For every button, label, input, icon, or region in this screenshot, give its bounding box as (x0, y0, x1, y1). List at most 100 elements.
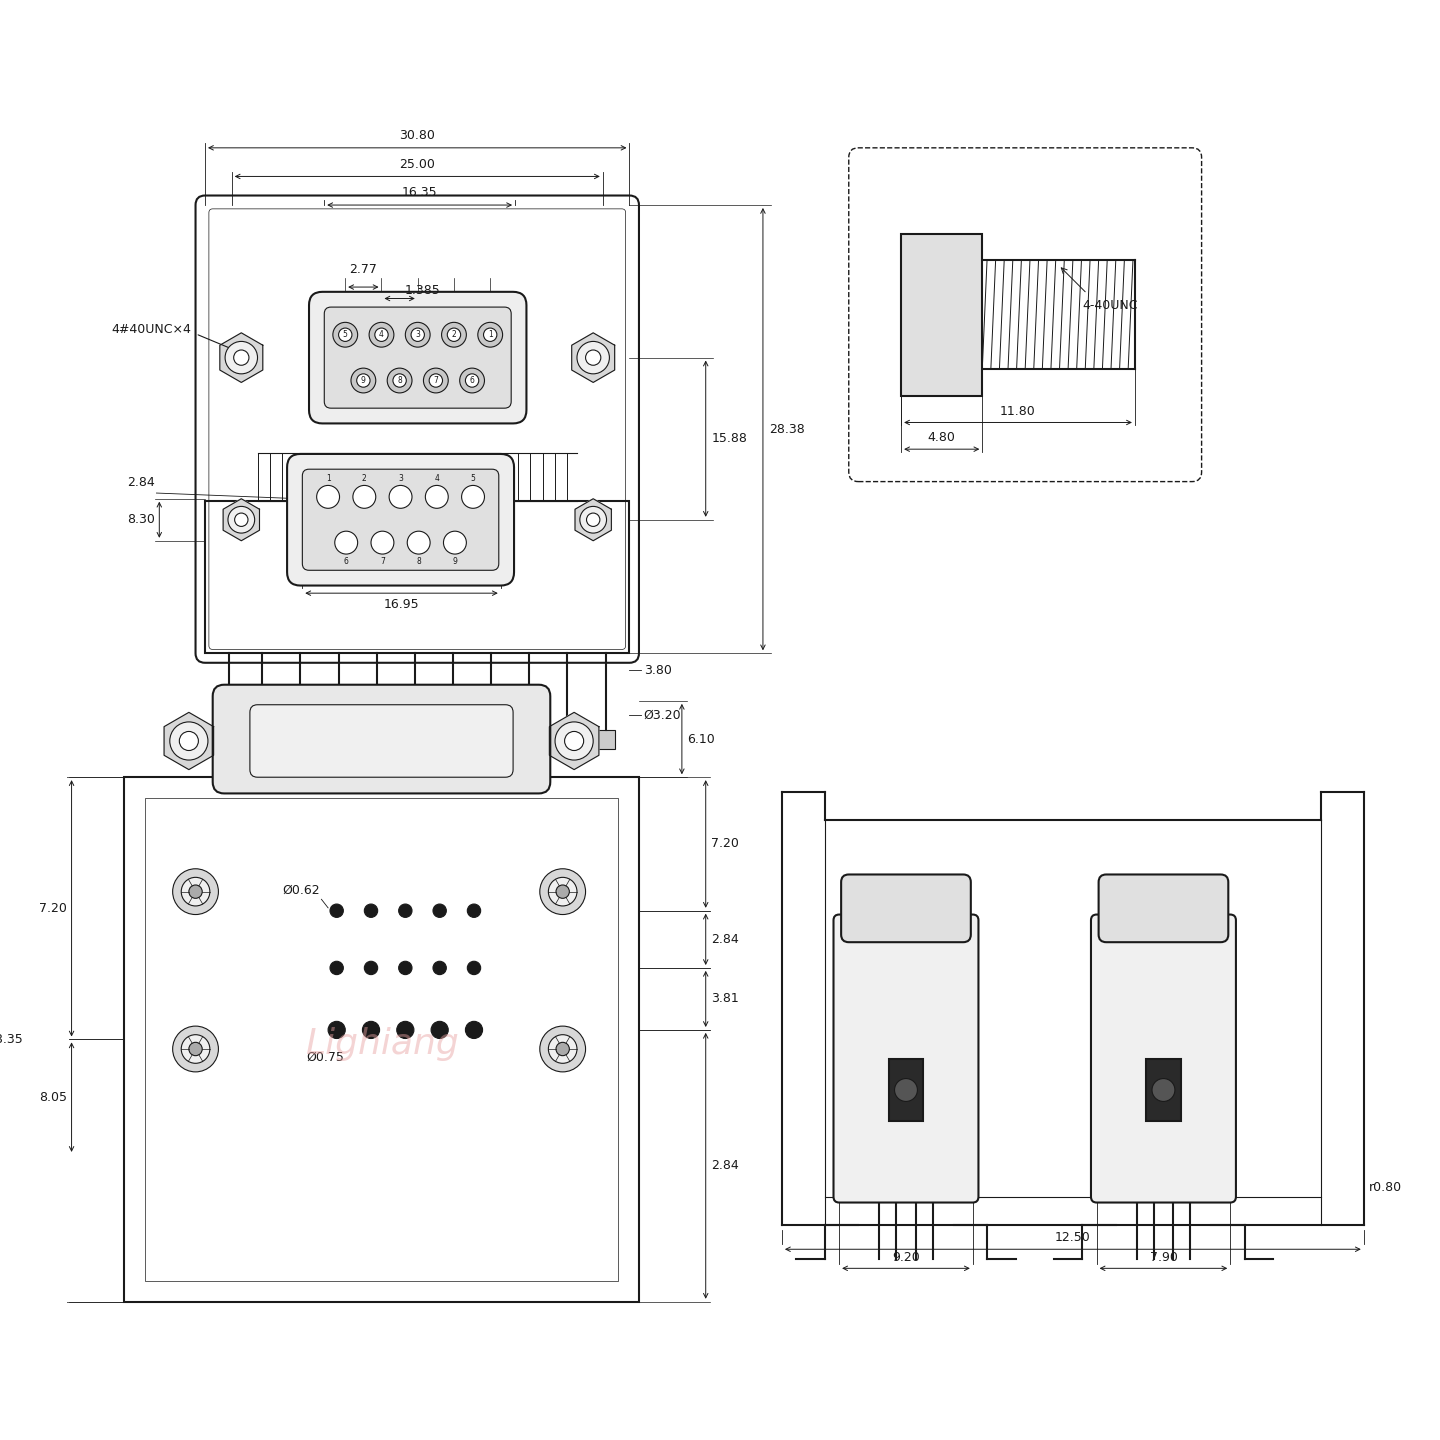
Circle shape (374, 328, 389, 341)
Circle shape (580, 507, 606, 533)
Text: 9: 9 (452, 557, 458, 566)
Text: 6: 6 (344, 557, 348, 566)
Text: 4: 4 (435, 474, 439, 482)
Text: 28.38: 28.38 (769, 423, 805, 436)
Circle shape (387, 369, 412, 393)
FancyBboxPatch shape (213, 684, 550, 793)
Circle shape (235, 513, 248, 527)
Circle shape (363, 1021, 380, 1038)
Circle shape (478, 323, 503, 347)
FancyBboxPatch shape (302, 469, 498, 570)
Circle shape (333, 323, 357, 347)
FancyBboxPatch shape (251, 704, 513, 778)
Circle shape (564, 732, 583, 750)
Polygon shape (223, 498, 259, 541)
Circle shape (410, 328, 425, 341)
Circle shape (554, 721, 593, 760)
Circle shape (181, 1035, 210, 1063)
Circle shape (549, 877, 577, 906)
Circle shape (369, 323, 395, 347)
FancyBboxPatch shape (1099, 874, 1228, 942)
FancyBboxPatch shape (287, 454, 514, 586)
Circle shape (393, 374, 406, 387)
Text: 3.80: 3.80 (644, 664, 671, 677)
Circle shape (351, 369, 376, 393)
Text: 8: 8 (397, 376, 402, 384)
Text: 8: 8 (416, 557, 420, 566)
Text: 1: 1 (325, 474, 330, 482)
Circle shape (431, 1021, 448, 1038)
Circle shape (364, 962, 377, 975)
Polygon shape (220, 333, 262, 383)
Circle shape (894, 1079, 917, 1102)
Text: r0.80: r0.80 (1368, 1181, 1401, 1194)
Bar (124, 778, 639, 1302)
Circle shape (399, 962, 412, 975)
Text: Ø0.62: Ø0.62 (282, 883, 320, 897)
FancyBboxPatch shape (324, 307, 511, 408)
Text: 16.35: 16.35 (402, 186, 438, 199)
Circle shape (423, 369, 448, 393)
Text: 2.84: 2.84 (711, 933, 739, 946)
Text: 7.20: 7.20 (39, 901, 66, 914)
Text: 4.80: 4.80 (927, 432, 956, 445)
Circle shape (405, 323, 431, 347)
Bar (399, 710, 418, 734)
Circle shape (468, 962, 481, 975)
Circle shape (330, 962, 343, 975)
Circle shape (317, 485, 340, 508)
Text: 2.84: 2.84 (711, 1159, 739, 1172)
Bar (596, 730, 615, 749)
Bar (219, 730, 239, 749)
Text: 3: 3 (415, 330, 420, 340)
Text: 4: 4 (379, 330, 384, 340)
Bar (901, 233, 982, 396)
Circle shape (459, 369, 484, 393)
Circle shape (180, 732, 199, 750)
Circle shape (465, 374, 478, 387)
Text: 2: 2 (452, 330, 456, 340)
Circle shape (433, 904, 446, 917)
Text: 11.80: 11.80 (1001, 405, 1035, 418)
Circle shape (468, 904, 481, 917)
Text: 7: 7 (380, 557, 384, 566)
Bar (204, 501, 629, 654)
Text: 7.20: 7.20 (711, 838, 739, 851)
Polygon shape (164, 713, 213, 769)
Circle shape (334, 531, 357, 554)
Bar (334, 710, 353, 734)
Text: 3: 3 (397, 474, 403, 482)
Circle shape (586, 350, 600, 366)
Text: 5: 5 (471, 474, 475, 482)
Text: 6: 6 (469, 376, 475, 384)
Circle shape (364, 904, 377, 917)
Circle shape (173, 1027, 219, 1071)
Text: 2: 2 (361, 474, 367, 482)
Circle shape (228, 507, 255, 533)
Circle shape (353, 485, 376, 508)
Text: 18.35: 18.35 (0, 1032, 24, 1045)
Circle shape (372, 531, 395, 554)
Text: 5: 5 (343, 330, 347, 340)
Circle shape (444, 531, 467, 554)
Text: 15.88: 15.88 (711, 432, 747, 445)
Circle shape (170, 721, 207, 760)
Text: 4#40UNC×4: 4#40UNC×4 (111, 323, 190, 336)
Text: 7: 7 (433, 376, 438, 384)
Text: 12.50: 12.50 (1056, 1231, 1090, 1244)
Text: 25.00: 25.00 (399, 158, 435, 171)
Circle shape (577, 341, 609, 374)
Circle shape (328, 1021, 346, 1038)
Text: 9.20: 9.20 (893, 1250, 920, 1263)
FancyBboxPatch shape (841, 874, 971, 942)
Circle shape (462, 485, 484, 508)
Text: 3.60: 3.60 (382, 713, 409, 726)
Text: 9: 9 (361, 376, 366, 384)
Text: 30.80: 30.80 (399, 130, 435, 143)
Text: 1.385: 1.385 (405, 284, 441, 297)
Text: 8.05: 8.05 (39, 1090, 66, 1103)
Polygon shape (575, 498, 612, 541)
Circle shape (189, 886, 202, 899)
Circle shape (442, 323, 467, 347)
Circle shape (540, 868, 586, 914)
